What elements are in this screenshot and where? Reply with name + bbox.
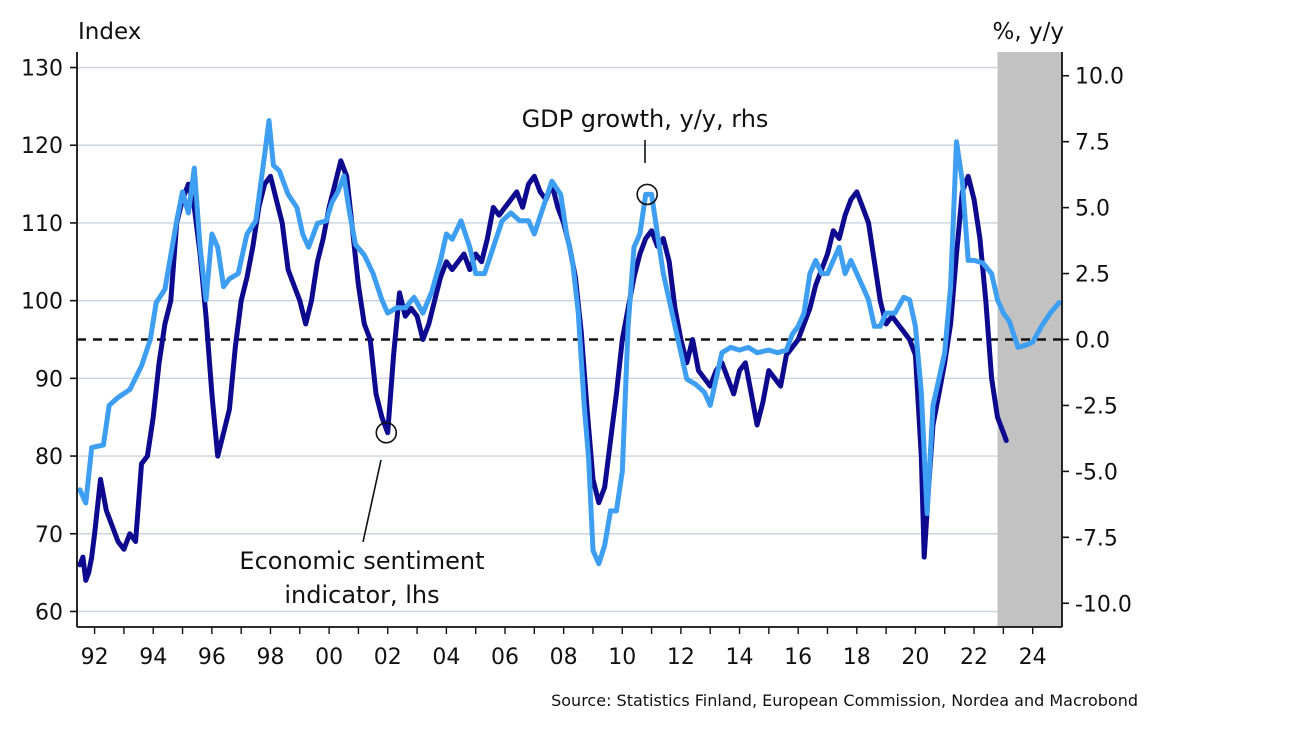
right-tick-label: -7.5 (1075, 526, 1118, 551)
x-tick-label: 02 (374, 645, 402, 670)
left-axis-label: Index (78, 19, 141, 45)
x-tick-label: 98 (256, 645, 284, 670)
x-tick-label: 94 (139, 645, 167, 670)
annotations: GDP growth, y/y, rhs Economic sentiment … (239, 105, 768, 609)
gdp-annotation-circle (636, 183, 658, 206)
right-tick-label: -10.0 (1075, 592, 1132, 617)
source-note: Source: Statistics Finland, European Com… (551, 691, 1138, 710)
sentiment-annotation-line1: Economic sentiment (239, 547, 484, 575)
x-tick-label: 14 (726, 645, 754, 670)
series-line-sentiment (77, 158, 1009, 583)
x-tick-label: 08 (550, 645, 578, 670)
left-tick-label: 100 (21, 290, 63, 315)
left-tick-label: 60 (35, 600, 63, 625)
right-tick-label: 10.0 (1075, 65, 1124, 90)
left-tick-label: 110 (21, 212, 63, 237)
right-tick-label: 0.0 (1075, 329, 1110, 354)
right-axis-label: %, y/y (993, 19, 1064, 45)
x-tick-label: 16 (784, 645, 812, 670)
right-tick-label: -5.0 (1075, 460, 1118, 485)
sentiment-annotation-circle (375, 421, 398, 444)
series-line-gdp (77, 118, 1062, 567)
left-tick-label: 130 (21, 57, 63, 82)
x-tick-label: 04 (432, 645, 460, 670)
left-tick-label: 70 (35, 523, 63, 548)
right-tick-label: 2.5 (1075, 263, 1110, 288)
left-tick-label: 80 (35, 445, 63, 470)
left-axis-ticks: 60 70 80 90 100 110 120 130 (21, 57, 77, 625)
left-tick-label: 90 (35, 367, 63, 392)
x-tick-label: 00 (315, 645, 343, 670)
left-tick-label: 120 (21, 134, 63, 159)
right-tick-label: 7.5 (1075, 131, 1110, 156)
x-tick-label: 12 (667, 645, 695, 670)
right-tick-label: 5.0 (1075, 197, 1110, 222)
x-tick-label: 96 (198, 645, 226, 670)
sentiment-annotation-line2: indicator, lhs (284, 581, 439, 609)
x-tick-label: 18 (843, 645, 871, 670)
series-layer (77, 118, 1062, 583)
x-tick-label: 92 (81, 645, 109, 670)
x-tick-label: 22 (960, 645, 988, 670)
x-tick-label: 10 (608, 645, 636, 670)
gdp-series-annotation: GDP growth, y/y, rhs (522, 105, 769, 133)
x-axis-ticks: 92 94 96 98 00 02 04 06 08 10 12 14 16 18 20 22 24 (81, 627, 1047, 670)
x-tick-label: 24 (1019, 645, 1047, 670)
right-axis-ticks: -10.0 -7.5 -5.0 -2.5 0.0 2.5 5.0 7.5 10.0 (1062, 65, 1132, 617)
sentiment-annotation-pointer (362, 459, 382, 543)
x-tick-label: 06 (491, 645, 519, 670)
x-tick-label: 20 (901, 645, 929, 670)
right-tick-label: -2.5 (1075, 394, 1118, 419)
